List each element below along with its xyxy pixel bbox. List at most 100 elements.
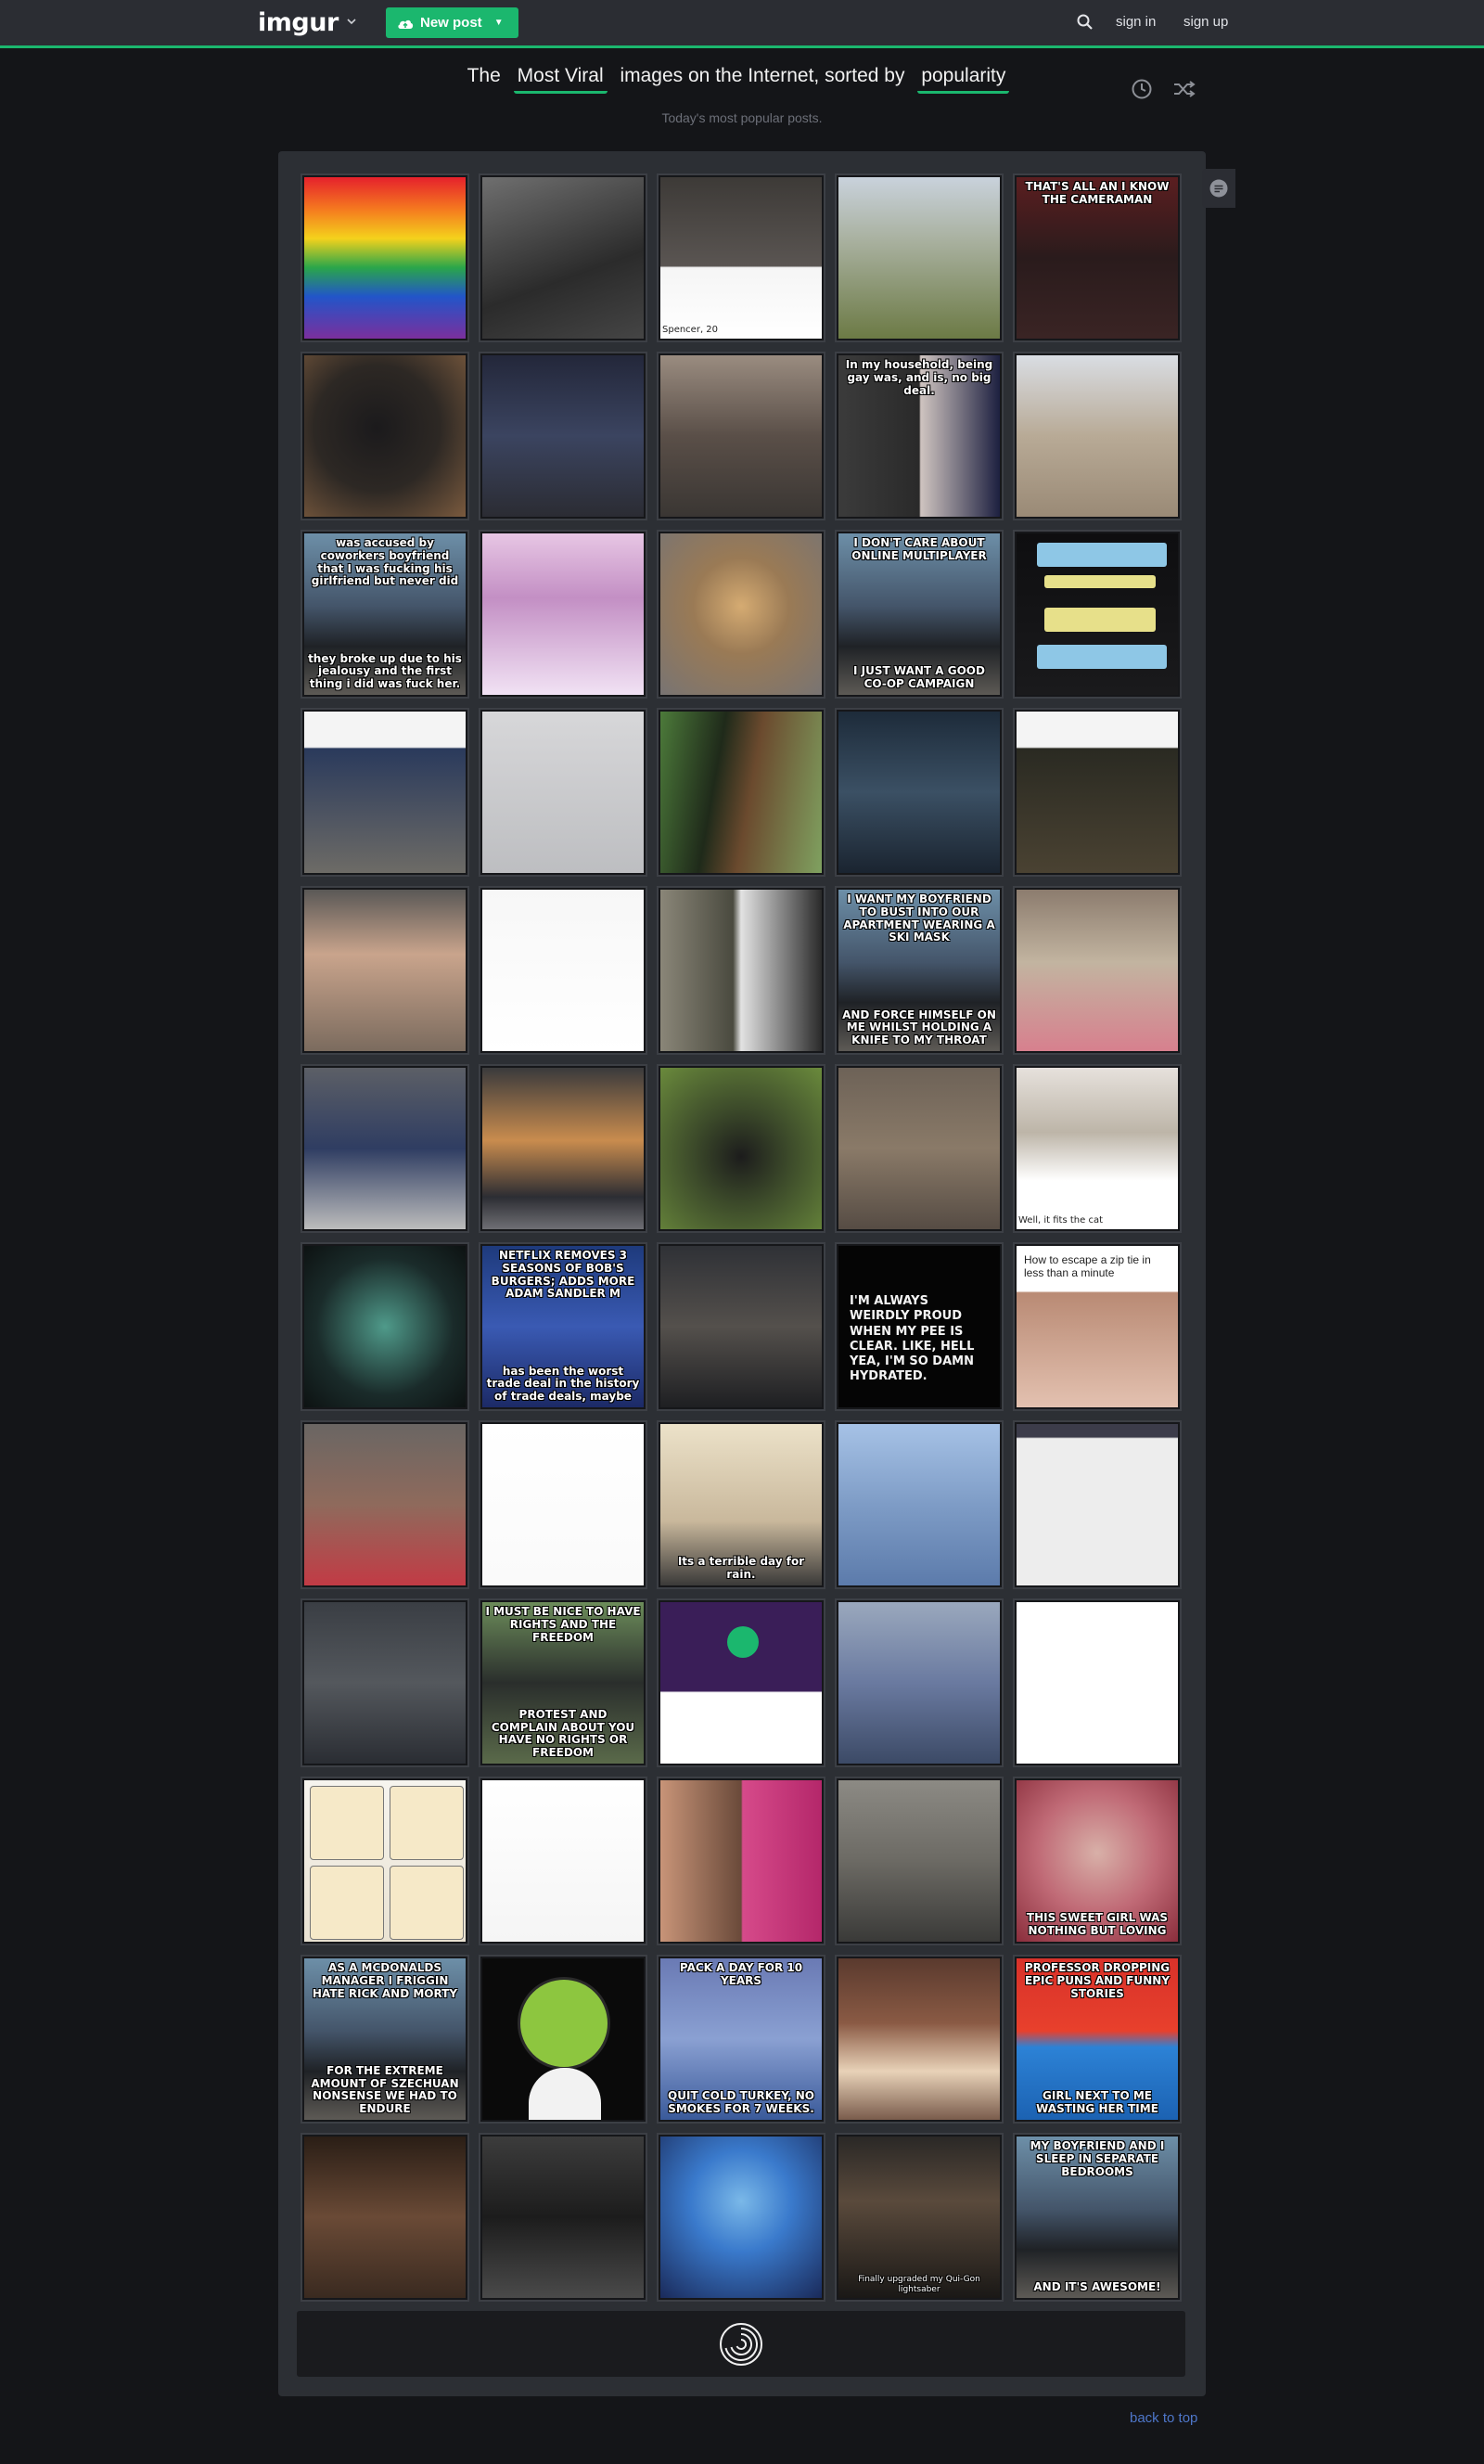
loading-strip xyxy=(297,2311,1185,2377)
gallery-image-tile[interactable]: THAT'S ALL AN I KNOW THE CAMERAMAN xyxy=(1013,173,1182,342)
gallery-image-tile[interactable] xyxy=(657,1598,825,1767)
gallery-image-tile[interactable] xyxy=(479,530,647,699)
image-thumbnail xyxy=(1017,1602,1178,1764)
image-thumbnail xyxy=(304,1958,466,2120)
gallery-image-tile[interactable]: I DON'T CARE ABOUT ONLINE MULTIPLAYER I J… xyxy=(835,530,1004,699)
gallery-image-tile[interactable]: Finally upgraded my Qui-Gon lightsaber xyxy=(835,2133,1004,2302)
gallery-image-tile[interactable]: THIS SWEET GIRL WAS NOTHING BUT LOVING xyxy=(1013,1777,1182,1945)
gallery-image-tile[interactable] xyxy=(835,1064,1004,1233)
clock-icon[interactable] xyxy=(1131,78,1153,100)
gallery-image-tile[interactable] xyxy=(479,1955,647,2124)
image-thumbnail xyxy=(838,1602,1000,1764)
gallery-image-tile[interactable] xyxy=(835,173,1004,342)
image-thumbnail xyxy=(482,2137,644,2298)
gallery-image-tile[interactable] xyxy=(479,1777,647,1945)
image-caption-top: PACK A DAY FOR 10 YEARS xyxy=(679,1961,803,1987)
image-thumbnail xyxy=(660,177,822,339)
gallery-image-tile[interactable] xyxy=(835,708,1004,877)
sign-up-link[interactable]: sign up xyxy=(1183,14,1229,30)
gallery-image-tile[interactable] xyxy=(301,173,469,342)
gallery-image-tile[interactable]: In my household, being gay was, and is, … xyxy=(835,352,1004,520)
image-caption-bottom: QUIT COLD TURKEY, NO SMOKES FOR 7 WEEKS. xyxy=(668,2089,814,2116)
image-thumbnail xyxy=(482,890,644,1051)
gallery-image-tile[interactable]: I MUST BE NICE TO HAVE RIGHTS AND THE FR… xyxy=(479,1598,647,1767)
sign-in-link[interactable]: sign in xyxy=(1116,14,1157,30)
comment-toggle[interactable] xyxy=(1202,169,1235,208)
gallery-image-tile[interactable] xyxy=(301,708,469,877)
gallery-image-tile[interactable]: I'M ALWAYS WEIRDLY PROUD WHEN MY PEE IS … xyxy=(835,1242,1004,1411)
gallery-image-tile[interactable] xyxy=(479,173,647,342)
image-thumbnail xyxy=(1017,890,1178,1051)
chevron-down-icon[interactable] xyxy=(346,16,357,27)
shuffle-icon[interactable] xyxy=(1172,78,1196,100)
chevron-down-icon: ▼ xyxy=(493,18,504,28)
avatar xyxy=(727,1626,759,1658)
gallery-image-tile[interactable] xyxy=(301,1598,469,1767)
gallery-image-tile[interactable]: AS A MCDONALDS MANAGER I FRIGGIN HATE RI… xyxy=(301,1955,469,2124)
chat-bubble xyxy=(1044,575,1156,588)
gallery-image-tile[interactable] xyxy=(1013,1598,1182,1767)
gallery-image-tile[interactable]: How to escape a zip tie in less than a m… xyxy=(1013,1242,1182,1411)
gallery-image-tile[interactable] xyxy=(1013,530,1182,699)
gallery-image-tile[interactable] xyxy=(835,1955,1004,2124)
gallery-image-tile[interactable]: PACK A DAY FOR 10 YEARS QUIT COLD TURKEY,… xyxy=(657,1955,825,2124)
gallery-image-tile[interactable]: Its a terrible day for rain. xyxy=(657,1420,825,1589)
section-selector[interactable]: Most Viral xyxy=(513,65,608,94)
image-thumbnail xyxy=(304,1602,466,1764)
gallery-image-tile[interactable] xyxy=(1013,886,1182,1055)
imgur-logo[interactable]: imgur xyxy=(258,8,339,37)
gallery-image-tile[interactable] xyxy=(835,1420,1004,1589)
gallery-image-tile[interactable] xyxy=(479,708,647,877)
image-thumbnail xyxy=(482,1246,644,1407)
image-caption-top: THAT'S ALL AN I KNOW THE CAMERAMAN xyxy=(1025,180,1170,206)
gallery-image-tile[interactable] xyxy=(657,1064,825,1233)
new-post-button[interactable]: New post ▼ xyxy=(386,7,518,38)
gallery-image-tile[interactable]: Spencer, 20 xyxy=(657,173,825,342)
gallery-image-tile[interactable] xyxy=(657,530,825,699)
image-thumbnail xyxy=(838,2137,1000,2298)
gallery-image-tile[interactable] xyxy=(301,1064,469,1233)
gallery-image-tile[interactable] xyxy=(835,1598,1004,1767)
gallery-image-tile[interactable]: MY BOYFRIEND AND I SLEEP IN SEPARATE BED… xyxy=(1013,2133,1182,2302)
image-thumbnail xyxy=(838,1958,1000,2120)
gallery-image-tile[interactable] xyxy=(1013,352,1182,520)
imgur-spinner-icon xyxy=(720,2322,762,2366)
image-caption-bottom: PROTEST AND COMPLAIN ABOUT YOU HAVE NO R… xyxy=(491,1707,635,1760)
search-icon[interactable] xyxy=(1076,13,1094,32)
comic-panel xyxy=(310,1866,384,1940)
gallery-image-tile[interactable] xyxy=(657,2133,825,2302)
gallery-image-tile[interactable]: PROFESSOR DROPPING EPIC PUNS AND FUNNY S… xyxy=(1013,1955,1182,2124)
sort-selector[interactable]: popularity xyxy=(917,65,1010,94)
gallery-image-tile[interactable] xyxy=(301,2133,469,2302)
gallery-image-tile[interactable] xyxy=(479,1420,647,1589)
image-caption-top: MY BOYFRIEND AND I SLEEP IN SEPARATE BED… xyxy=(1030,2139,1165,2178)
chat-bubble xyxy=(1037,645,1167,669)
gallery-image-tile[interactable] xyxy=(301,1242,469,1411)
chat-bubble-icon xyxy=(1209,179,1228,198)
new-post-label: New post xyxy=(420,15,482,31)
gallery-image-tile[interactable] xyxy=(479,886,647,1055)
image-thumbnail xyxy=(838,1068,1000,1229)
gallery-image-tile[interactable] xyxy=(479,1064,647,1233)
gallery-image-tile[interactable]: NETFLIX REMOVES 3 SEASONS OF BOB'S BURGE… xyxy=(479,1242,647,1411)
gallery-image-tile[interactable] xyxy=(657,708,825,877)
gallery-image-tile[interactable] xyxy=(657,886,825,1055)
gallery-image-tile[interactable]: I WANT MY BOYFRIEND TO BUST INTO OUR APA… xyxy=(835,886,1004,1055)
image-thumbnail xyxy=(304,355,466,517)
gallery-image-tile[interactable] xyxy=(301,886,469,1055)
gallery-image-tile[interactable] xyxy=(479,2133,647,2302)
gallery-image-tile[interactable] xyxy=(301,352,469,520)
gallery-image-tile[interactable]: was accused by coworkers boyfriend that … xyxy=(301,530,469,699)
gallery-image-tile[interactable] xyxy=(835,1777,1004,1945)
gallery-image-tile[interactable] xyxy=(1013,1420,1182,1589)
gallery-image-tile[interactable] xyxy=(657,352,825,520)
gallery-image-tile[interactable] xyxy=(301,1777,469,1945)
back-to-top-link[interactable]: back to top xyxy=(1130,2410,1198,2426)
gallery-image-tile[interactable] xyxy=(657,1242,825,1411)
gallery-image-tile[interactable] xyxy=(479,352,647,520)
gallery-image-tile[interactable]: Well, it fits the cat xyxy=(1013,1064,1182,1233)
gallery-image-tile[interactable] xyxy=(301,1420,469,1589)
gallery-image-tile[interactable] xyxy=(1013,708,1182,877)
image-caption-bottom: Well, it fits the cat xyxy=(1018,1214,1103,1226)
gallery-image-tile[interactable] xyxy=(657,1777,825,1945)
